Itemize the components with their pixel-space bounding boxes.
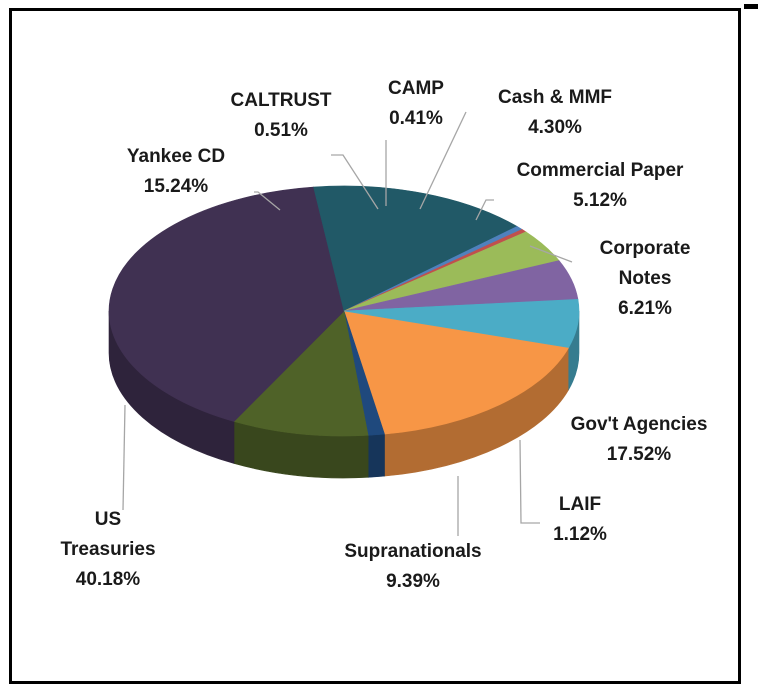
pie-side-laif bbox=[367, 433, 385, 478]
data-label-value-gov-t-agencies: 17.52% bbox=[607, 444, 672, 465]
data-label-name-laif: LAIF bbox=[559, 494, 601, 515]
leader-line-cash-mmf bbox=[419, 111, 467, 210]
leader-line-caltrust bbox=[331, 154, 379, 210]
data-label-name-corporate-notes: Corporate bbox=[600, 238, 691, 259]
leader-line-laif bbox=[519, 439, 540, 524]
data-label-name-cash-mmf: Cash & MMF bbox=[498, 87, 612, 108]
pie-slice-yankee-cd bbox=[313, 185, 518, 312]
pie-slice-corporate-notes bbox=[343, 299, 580, 348]
data-label-name-gov-t-agencies: Gov't Agencies bbox=[571, 414, 708, 435]
leader-lines bbox=[122, 111, 573, 536]
data-label-value-yankee-cd: 15.24% bbox=[144, 176, 209, 197]
pie-slice-us-treasuries bbox=[108, 186, 345, 422]
data-label-name-camp: CAMP bbox=[388, 78, 444, 99]
leader-line-us-treasuries bbox=[122, 404, 126, 511]
data-label-value-corporate-notes: 6.21% bbox=[618, 298, 672, 319]
data-label-value-camp: 0.41% bbox=[389, 108, 443, 129]
data-label-name-commercial-paper: Commercial Paper bbox=[517, 160, 684, 181]
pie-slice-supranationals bbox=[233, 310, 369, 437]
data-label-name-supranationals: Supranationals bbox=[344, 541, 481, 562]
data-label-value-caltrust: 0.51% bbox=[254, 120, 308, 141]
data-label-name-corporate-notes: Notes bbox=[619, 268, 672, 289]
leader-line-corporate-notes bbox=[529, 245, 573, 263]
data-label-value-us-treasuries: 40.18% bbox=[76, 569, 141, 590]
data-label-name-yankee-cd: Yankee CD bbox=[127, 146, 225, 167]
data-label-value-laif: 1.12% bbox=[553, 524, 607, 545]
leader-line-yankee-cd bbox=[254, 191, 281, 211]
pie-tops bbox=[108, 185, 580, 437]
leader-line-commercial-paper bbox=[475, 199, 494, 221]
data-label-value-cash-mmf: 4.30% bbox=[528, 117, 582, 138]
data-label-name-us-treasuries: Treasuries bbox=[60, 539, 155, 560]
data-label-name-us-treasuries: US bbox=[95, 509, 121, 530]
data-label-value-supranationals: 9.39% bbox=[386, 571, 440, 592]
data-labels: Gov't Agencies 17.52% LAIF 1.12% Supranation… bbox=[60, 78, 707, 592]
data-label-name-caltrust: CALTRUST bbox=[231, 90, 332, 111]
pie-slice-gov-t-agencies bbox=[343, 310, 570, 435]
data-label-value-commercial-paper: 5.12% bbox=[573, 190, 627, 211]
corner-mark bbox=[744, 4, 758, 9]
